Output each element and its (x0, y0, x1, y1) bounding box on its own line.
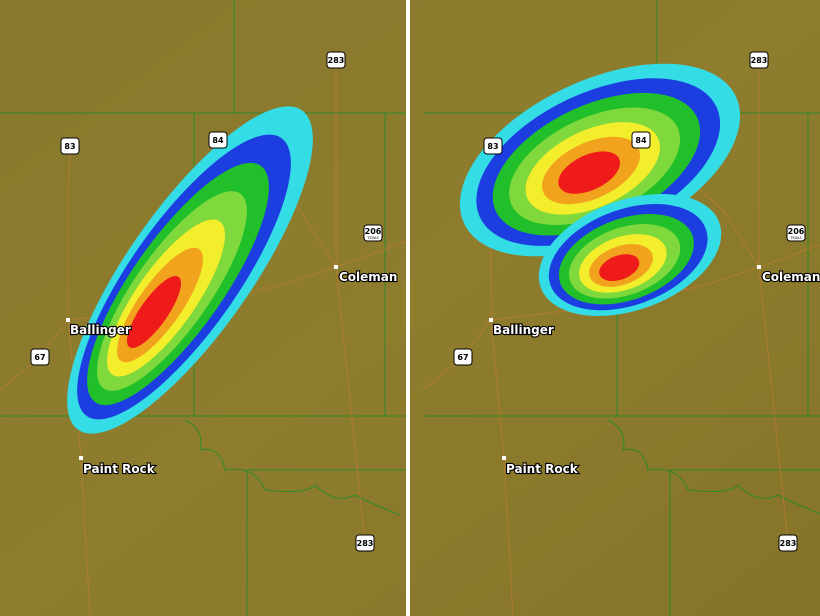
shield-state: TEXAS (366, 236, 379, 240)
river (607, 419, 820, 515)
town-dot (334, 265, 338, 269)
town-label: Coleman (339, 270, 397, 284)
town-dot (79, 456, 83, 460)
shield-number: 67 (34, 353, 45, 362)
radar-echo (558, 151, 621, 194)
highway-shield (363, 224, 383, 242)
highway-shield (786, 224, 806, 242)
divider (406, 0, 410, 616)
shield-state: TEXAS (789, 236, 802, 240)
highway-shield (483, 137, 503, 155)
town-label: Paint Rock (83, 462, 156, 476)
highway-shield (326, 51, 346, 69)
shield-number: 206 (365, 227, 382, 236)
shield-number: 206 (788, 227, 805, 236)
shield-number: 283 (751, 56, 768, 65)
shield-number: 84 (212, 136, 224, 145)
shield-number: 67 (457, 353, 468, 362)
highway-shield (60, 137, 80, 155)
highway-shield (631, 131, 651, 149)
shield-number: 84 (635, 136, 647, 145)
radar-echo (126, 275, 182, 349)
town-dot (489, 318, 493, 322)
highway-shield (453, 348, 473, 366)
shield-number: 283 (780, 539, 797, 548)
river (184, 419, 401, 516)
highway-shield (30, 348, 50, 366)
radar-echo (599, 254, 640, 282)
highway-shield (778, 534, 798, 552)
town-dot (757, 265, 761, 269)
highway-shield (208, 131, 228, 149)
town-label: Ballinger (70, 323, 131, 337)
shield-number: 283 (328, 56, 345, 65)
town-label: Ballinger (493, 323, 554, 337)
town-label: Coleman (762, 270, 820, 284)
highway-shield (749, 51, 769, 69)
highway-shield (355, 534, 375, 552)
town-dot (502, 456, 506, 460)
town-dot (66, 318, 70, 322)
town-label: Paint Rock (506, 462, 579, 476)
shield-number: 83 (64, 142, 75, 151)
shield-number: 83 (487, 142, 498, 151)
shield-number: 283 (357, 539, 374, 548)
